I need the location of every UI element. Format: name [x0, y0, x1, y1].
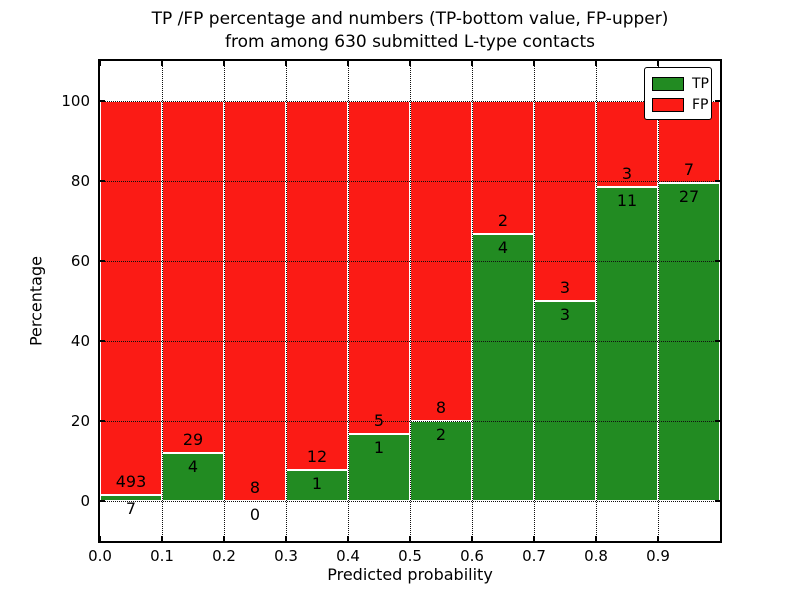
tp-bar-segment — [100, 495, 162, 501]
x-tick-label: 0.1 — [150, 547, 174, 565]
tp-count-label: 11 — [616, 190, 638, 210]
legend: TP FP — [644, 67, 712, 120]
x-tick-mark — [99, 536, 101, 541]
fp-bar-segment — [534, 101, 596, 301]
fp-count-label: 5 — [373, 411, 385, 431]
fp-legend-label: FP — [692, 96, 709, 113]
tp-bar-segment — [472, 234, 534, 501]
fp-count-label: 3 — [559, 278, 571, 297]
fp-bar-segment — [348, 101, 410, 435]
tp-count-label: 4 — [497, 238, 509, 258]
y-tick-label: 80 — [70, 172, 90, 190]
x-tick-label: 0.3 — [274, 547, 298, 565]
tp-count-label: 1 — [311, 474, 323, 494]
fp-count-label: 8 — [249, 478, 261, 497]
fp-count-label: 29 — [182, 429, 204, 449]
tp-count-label: 1 — [373, 438, 385, 458]
legend-item-tp: TP — [652, 73, 709, 94]
plot-area: 493 7 29 4 8 0 12 1 5 1 8 2 2 4 3 3 3 11 7 27 TP FP — [98, 59, 722, 543]
x-tick-label: 0.2 — [212, 547, 236, 565]
y-axis-label: Percentage — [26, 256, 46, 347]
legend-item-fp: FP — [652, 94, 709, 115]
tp-bar-segment — [658, 183, 720, 501]
fp-count-label: 7 — [683, 160, 695, 180]
fp-bar-segment — [100, 101, 162, 496]
tp-count-label: 27 — [678, 187, 700, 207]
tp-count-label: 7 — [125, 499, 137, 519]
tp-legend-label: TP — [692, 75, 709, 92]
fp-bar-segment — [286, 101, 348, 471]
fp-count-label: 493 — [115, 472, 147, 492]
tp-bar-segment — [410, 421, 472, 501]
x-tick-label: 0.6 — [460, 547, 484, 565]
y-tick-label: 60 — [70, 252, 90, 270]
tp-legend-swatch — [652, 76, 684, 91]
chart-title-line-2: from among 630 submitted L-type contacts — [224, 32, 595, 52]
fp-bar-segment — [162, 101, 224, 453]
tp-bar-segment — [348, 434, 410, 501]
x-axis-label: Predicted probability — [327, 565, 493, 584]
chart-title: TP /FP percentage and numbers (TP-bottom… — [100, 8, 720, 54]
x-tick-label: 0.5 — [398, 547, 422, 565]
chart-title-line-1: TP /FP percentage and numbers (TP-bottom… — [151, 9, 669, 29]
x-tick-label: 0.4 — [336, 547, 360, 565]
x-tick-label: 0.9 — [646, 547, 670, 565]
x-tick-label: 0.0 — [88, 547, 112, 565]
fp-count-label: 8 — [435, 398, 447, 417]
y-tick-label: 100 — [61, 92, 90, 110]
fp-bar-segment — [224, 101, 286, 501]
tp-bar-segment — [534, 301, 596, 501]
tp-count-label: 2 — [435, 425, 447, 444]
tp-count-label: 3 — [559, 305, 571, 324]
fp-legend-swatch — [652, 97, 684, 112]
x-tick-label: 0.7 — [522, 547, 546, 565]
fp-count-label: 3 — [621, 163, 633, 183]
tp-count-label: 0 — [249, 505, 261, 524]
tp-count-label: 4 — [187, 456, 199, 476]
fp-count-label: 12 — [306, 447, 328, 467]
bar-annotations-layer: 493 7 29 4 8 0 12 1 5 1 8 2 2 4 3 3 3 11 7 27 — [100, 61, 720, 541]
y-tick-label: 0 — [80, 492, 90, 510]
tp-bar-segment — [596, 186, 658, 501]
bars-layer — [100, 61, 720, 541]
y-tick-label: 20 — [70, 412, 90, 430]
y-tick-label: 40 — [70, 332, 90, 350]
fp-count-label: 2 — [497, 211, 509, 231]
x-tick-label: 0.8 — [584, 547, 608, 565]
x-tick-mark — [99, 61, 101, 66]
